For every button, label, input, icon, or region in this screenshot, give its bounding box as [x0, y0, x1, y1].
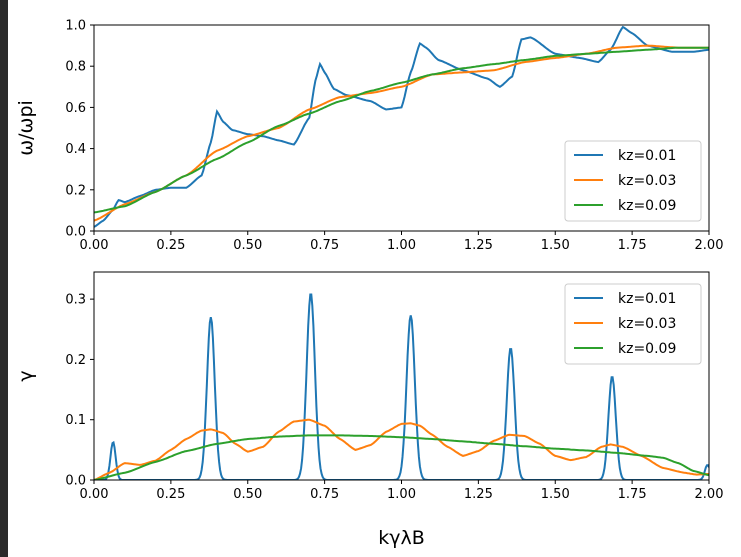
series-line-kz-0-03 — [94, 418, 709, 480]
y-tick-label: 0.2 — [65, 353, 86, 368]
x-tick-label: 1.50 — [541, 238, 570, 253]
legend-box — [564, 283, 702, 365]
y-tick-label: 0.8 — [65, 60, 86, 75]
y-tick-label: 0.2 — [65, 183, 86, 198]
series-line-kz-0-09 — [94, 434, 709, 480]
x-tick-label: 1.25 — [464, 238, 493, 253]
x-tick-label: 0.00 — [80, 238, 109, 253]
x-axis-label: kγλB — [378, 527, 425, 549]
legend-label: kz=0.03 — [618, 316, 676, 332]
y-tick-label: 0.6 — [65, 101, 86, 116]
x-tick-label: 0.75 — [310, 238, 339, 253]
y-tick-label: 0.0 — [65, 474, 86, 489]
legend: kz=0.01 kz=0.03 kz=0.09 — [564, 283, 702, 365]
x-tick-label: 1.75 — [618, 238, 647, 253]
y-tick-label: 0.1 — [65, 413, 86, 428]
legend: kz=0.01 kz=0.03 kz=0.09 — [564, 140, 702, 222]
y-axis-label: ω/ωpi — [15, 100, 37, 156]
legend-label: kz=0.03 — [618, 173, 676, 189]
y-tick-label: 1.0 — [65, 19, 86, 34]
x-tick-label: 1.00 — [387, 238, 416, 253]
x-tick-label: 0.75 — [310, 487, 339, 502]
panel-bottom-gamma: 0.00 0.25 0.50 0.75 1.00 1.25 1.50 1.75 2.00 0.0 0… — [15, 271, 724, 549]
x-tick-label: 1.75 — [618, 487, 647, 502]
x-tick-label: 2.00 — [695, 238, 724, 253]
x-tick-label: 1.25 — [464, 487, 493, 502]
x-tick-label: 0.00 — [80, 487, 109, 502]
x-tick-label: 0.50 — [233, 238, 262, 253]
y-axis-label: γ — [15, 370, 37, 381]
x-tick-label: 0.50 — [233, 487, 262, 502]
y-tick-label: 0.0 — [65, 225, 86, 240]
panel-top-omega: 0.00 0.25 0.50 0.75 1.00 1.25 1.50 1.75 2.00 0.0 0… — [15, 19, 723, 254]
x-tick-label: 0.25 — [156, 238, 185, 253]
x-tick-label: 1.00 — [387, 487, 416, 502]
legend-label: kz=0.01 — [618, 148, 676, 164]
legend-box — [564, 140, 702, 222]
x-tick-label: 0.25 — [156, 487, 185, 502]
y-tick-label: 0.4 — [65, 142, 86, 157]
series-line-kz-0-09 — [94, 46, 709, 214]
x-tick-label: 1.50 — [541, 487, 570, 502]
y-tick-label: 0.3 — [65, 293, 86, 308]
x-tick-label: 2.00 — [695, 487, 724, 502]
legend-label: kz=0.09 — [618, 341, 676, 357]
legend-label: kz=0.01 — [618, 291, 676, 307]
series-line-kz-0-03 — [94, 44, 709, 222]
series-line-kz-0-01 — [94, 25, 709, 228]
legend-label: kz=0.09 — [618, 198, 676, 214]
